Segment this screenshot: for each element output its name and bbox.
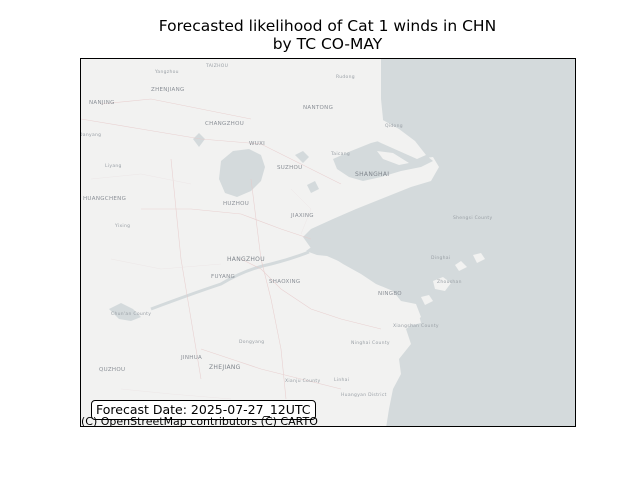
label-linhai: Linhai <box>334 377 349 383</box>
label-chunan: Chun'an County <box>111 311 151 317</box>
hangzhou-bay <box>306 219 426 281</box>
label-jinhua: JINHUA <box>180 355 202 361</box>
gehu-lake <box>193 133 205 147</box>
label-changzhou: CHANGZHOU <box>205 121 244 127</box>
label-rudong: Rudong <box>336 74 355 80</box>
label-yangzhou: Yangzhou <box>154 69 179 75</box>
label-hangzhou: HANGZHOU <box>227 256 265 263</box>
label-shanghai: SHANGHAI <box>355 171 389 178</box>
place-labels: TAIZHOU Yangzhou ZHENJIANG NANJING Rudon… <box>81 63 492 398</box>
road-network <box>81 98 382 400</box>
dianshan-lake <box>307 181 319 193</box>
label-huangcheng: HUANGCHENG <box>83 196 126 202</box>
basemap: TAIZHOU Yangzhou ZHENJIANG NANJING Rudon… <box>81 59 575 426</box>
label-dongyang: Dongyang <box>239 339 264 345</box>
label-zhoushan: Zhoushan <box>437 279 462 285</box>
label-xiangshan: Xiangshan County <box>393 323 439 329</box>
label-fuyang: FUYANG <box>211 274 235 280</box>
chongming-island <box>343 117 426 159</box>
label-liyang: Liyang <box>105 163 122 169</box>
label-ningbo: NINGBO <box>378 291 402 297</box>
label-qidong: Qidong <box>385 123 403 129</box>
chart-title-line-2: by TC CO-MAY <box>272 35 383 53</box>
label-taizhou: TAIZHOU <box>205 63 228 69</box>
qiantang-river <box>150 250 310 311</box>
label-shengsi: Shengsi County <box>453 215 492 221</box>
label-huangyan: Huangyan District <box>341 392 387 398</box>
label-wuxi: WUXI <box>249 141 265 147</box>
label-yixing: Yixing <box>114 223 130 229</box>
zhoushan-islands <box>411 253 485 325</box>
label-suzhou: SUZHOU <box>277 165 302 171</box>
label-ninghai: Ninghai County <box>351 340 390 346</box>
label-xianju: Xianju County <box>285 378 320 384</box>
map-attribution: (C) OpenStreetMap contributors (C) CARTO <box>81 415 318 428</box>
label-nantong: NANTONG <box>303 105 333 111</box>
chart-title-line-1: Forecasted likelihood of Cat 1 winds in … <box>158 17 497 35</box>
label-huzhou: HUZHOU <box>223 201 249 207</box>
yangcheng-lake <box>295 151 309 163</box>
label-zhejiang: ZHEJIANG <box>209 364 241 371</box>
taihu-lake <box>219 149 265 197</box>
label-dinghai: Dinghai <box>431 255 450 261</box>
forecast-date-box: Forecast Date: 2025-07-27_12UTC <box>91 400 316 420</box>
label-shaoxing: SHAOXING <box>269 279 300 285</box>
changxing-island <box>377 151 409 165</box>
label-nanjing: NANJING <box>89 100 115 106</box>
label-zhenjiang: ZHENJIANG <box>151 87 185 93</box>
map-frame[interactable]: TAIZHOU Yangzhou ZHENJIANG NANJING Rudon… <box>80 58 576 427</box>
label-danyang: Danyang <box>81 132 101 138</box>
label-jiaxing: JIAXING <box>290 213 314 219</box>
qiandao-lake <box>109 303 141 321</box>
minor-roads <box>90 173 312 400</box>
label-taicang: Taicang <box>330 151 350 157</box>
east-china-sea <box>303 59 575 426</box>
label-quzhou: QUZHOU <box>99 367 125 373</box>
